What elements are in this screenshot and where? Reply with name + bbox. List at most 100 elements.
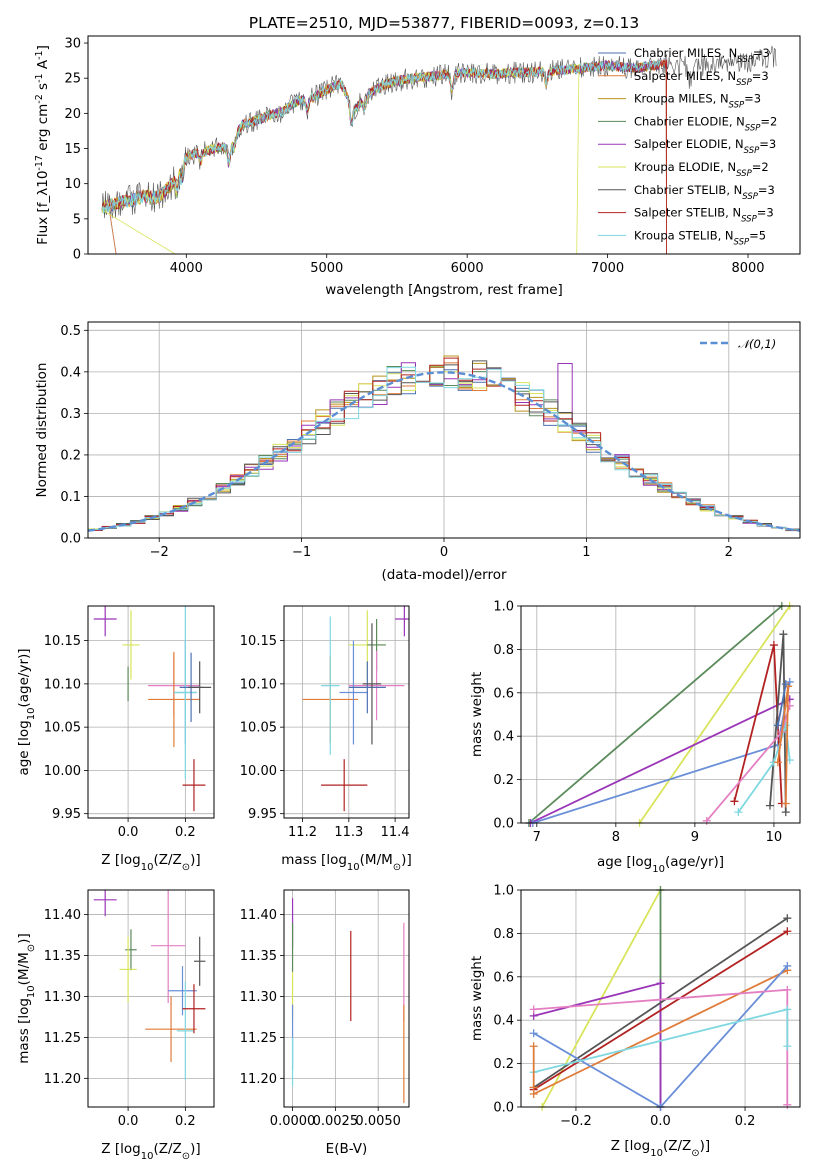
axis-label-part: Flux [f_λ10: [35, 171, 51, 245]
legend-label: Chabrier ELODIE, NSSP=2: [634, 114, 777, 133]
x-tick-label: 8000: [731, 261, 764, 276]
y-tick-label: 0.6: [493, 686, 514, 701]
axis-label-part: )]: [190, 1141, 201, 1157]
y-tick-label: 0.0: [493, 817, 514, 832]
y-axis-label: age [log10(age/yr)]: [16, 648, 37, 775]
x-tick-label: 0.0: [650, 1114, 671, 1129]
weight-marker: [783, 914, 792, 923]
weight-marker: [783, 1005, 792, 1014]
weight-marker: [773, 758, 782, 767]
x-axis-label: E(B-V): [326, 1141, 368, 1157]
legend-label-subscript: SSP: [741, 215, 757, 225]
axis-label-part: -2: [34, 94, 45, 103]
axis-label-part: )]: [16, 933, 32, 944]
x-tick-label: 8: [612, 830, 620, 845]
legend-label-text: Chabrier ELODIE, N: [634, 114, 745, 128]
x-axis-label: age [log10(age/yr)]: [597, 854, 724, 875]
y-tick-label: 0.0: [60, 532, 81, 547]
axis-label-part: erg cm: [35, 104, 51, 155]
legend-label-suffix: =2: [752, 160, 769, 174]
x-tick-label: 5000: [310, 261, 343, 276]
axis-label-part: (M/M: [360, 852, 393, 868]
weight-marker: [529, 1029, 538, 1038]
y-tick-label: 0.3: [60, 407, 81, 422]
axis-label-part: Z [: [101, 852, 120, 868]
legend-label-text: Chabrier MILES, N: [634, 46, 737, 60]
y-axis-label: mass weight: [469, 672, 485, 757]
y-tick-label: 10.00: [44, 764, 81, 779]
plot-frame: [520, 605, 801, 824]
x-axis-label: Z [log10(Z/Z⊙)]: [611, 1138, 710, 1159]
axis-label-part: (age/yr)]: [16, 648, 32, 707]
gaussian-curve: [87, 371, 801, 532]
axis-label-part: -1: [34, 73, 45, 82]
axis-label-subscript: 10: [26, 708, 37, 721]
y-tick-label: 0.2: [60, 448, 81, 463]
legend-label-suffix: =3: [744, 92, 761, 106]
axis-label-subscript: 10: [141, 1151, 154, 1162]
legend-label: Salpeter ELODIE, NSSP=3: [634, 137, 776, 156]
weight-line: [528, 606, 783, 823]
y-tick-label: 10.15: [240, 634, 277, 649]
legend-label: 𝒩(0,1): [738, 337, 776, 351]
weight-line: [777, 683, 787, 726]
y-tick-label: 10.15: [44, 634, 81, 649]
x-axis-label: Z [log10(Z/Z⊙)]: [101, 1141, 200, 1162]
weight-marker: [783, 927, 792, 936]
legend-label-text: Chabrier STELIB, N: [634, 183, 742, 197]
y-tick-label: 0.2: [493, 1057, 514, 1072]
y-axis-label: Flux [f_λ10-17 erg cm-2 s-1 A-1]: [34, 45, 52, 245]
spectrum-panel: 4000 5000 6000 7000 8000 0 5 10 15 20 25 30 Chabrier…: [34, 35, 801, 298]
x-tick-label: 0.0: [118, 1114, 139, 1129]
y-tick-label: 20: [64, 107, 81, 122]
axis-label-part: )]: [401, 852, 412, 868]
weight-marker: [783, 1042, 792, 1051]
y-tick-label: 10.00: [240, 764, 277, 779]
legend-label-text: Salpeter STELIB, N: [634, 206, 741, 220]
axis-label-subscript: 10: [652, 864, 665, 875]
axis-label-part: )]: [700, 1138, 711, 1154]
y-tick-label: 11.40: [44, 908, 81, 923]
x-tick-label: 0.2: [175, 1114, 196, 1129]
x-tick-label: −0.2: [560, 1114, 592, 1129]
plot-frame: [87, 35, 801, 255]
weight-line: [638, 606, 791, 823]
axis-label-part: ⊙: [182, 1151, 190, 1162]
legend-label-text: Kroupa ELODIE, N: [634, 160, 736, 174]
axis-label-part: ⊙: [26, 944, 37, 952]
x-tick-label: 11.4: [381, 825, 410, 840]
axis-label-part: )]: [190, 852, 201, 868]
y-tick-label: 11.40: [240, 908, 277, 923]
y-tick-label: 15: [64, 142, 81, 157]
x-axis-label: (data-model)/error: [381, 567, 507, 583]
axis-label-part: (age/yr)]: [665, 854, 724, 870]
axis-label-part: age [: [597, 854, 632, 870]
y-tick-label: 10: [64, 177, 81, 192]
legend-label-suffix: =5: [749, 228, 766, 242]
axis-label-part: ⊙: [691, 1148, 699, 1159]
legend-label: Chabrier STELIB, NSSP=3: [634, 183, 775, 202]
legend-label-subscript: SSP: [729, 101, 745, 111]
axis-label-part: log: [120, 852, 141, 868]
figure-title: PLATE=2510, MJD=53877, FIBERID=0093, z=0…: [249, 14, 639, 32]
legend-label-text: Salpeter ELODIE, N: [634, 137, 744, 151]
axis-label-part: ⊙: [182, 862, 190, 873]
axis-label-subscript: 10: [141, 862, 154, 873]
weight-marker: [783, 961, 792, 970]
plot-frame: [520, 889, 801, 1108]
weight-marker: [781, 799, 790, 808]
weight-marker: [781, 680, 790, 689]
x-tick-label: 10: [766, 830, 783, 845]
y-tick-label: 10.05: [240, 721, 277, 736]
legend-label: Kroupa ELODIE, NSSP=2: [634, 160, 769, 179]
weight-line: [533, 930, 788, 1091]
x-tick-label: 7000: [591, 261, 624, 276]
x-tick-label: 0.0025: [313, 1114, 359, 1129]
y-tick-label: 0.4: [493, 1014, 514, 1029]
y-tick-label: 0.5: [60, 324, 81, 339]
y-tick-label: 0.4: [60, 365, 81, 380]
plot-frame: [87, 605, 215, 819]
plot-frame: [283, 605, 410, 819]
y-tick-label: 11.30: [240, 990, 277, 1005]
